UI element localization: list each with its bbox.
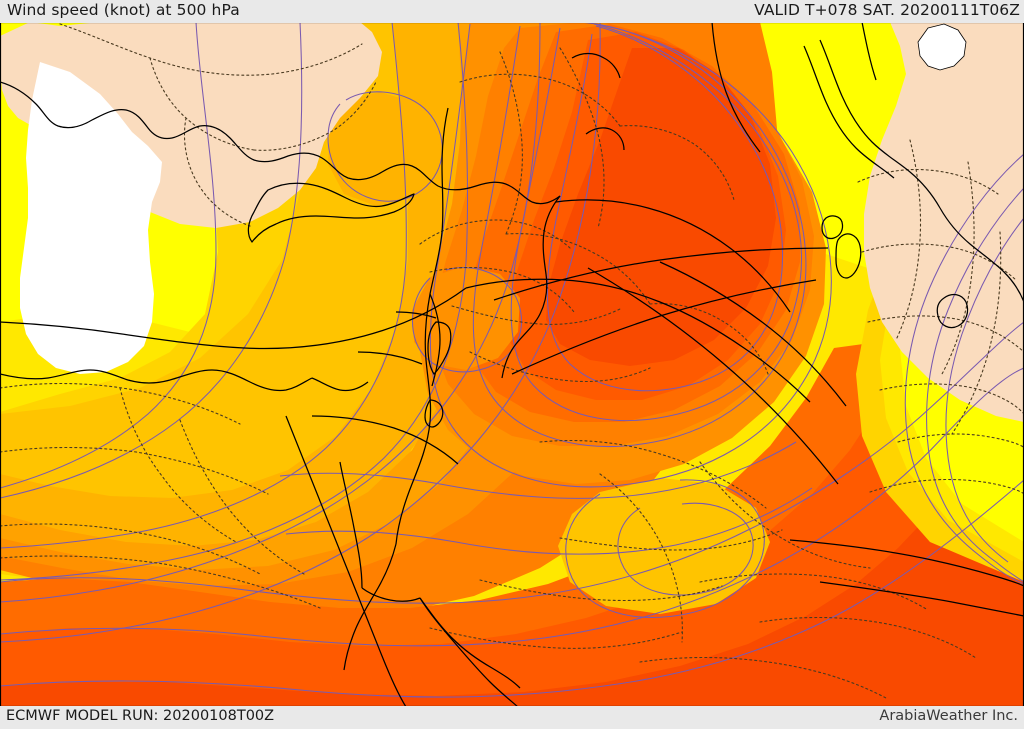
valid-time-label: VALID T+078 SAT. 20200111T06Z xyxy=(754,1,1020,19)
header-bar: Wind speed (knot) at 500 hPa VALID T+078… xyxy=(0,0,1024,23)
weather-map-canvas[interactable] xyxy=(0,22,1024,707)
model-run-label: ECMWF MODEL RUN: 20200108T00Z xyxy=(6,708,275,724)
water-bodies xyxy=(917,23,967,71)
provider-credit: ArabiaWeather Inc. xyxy=(879,708,1018,724)
no-data-region xyxy=(20,62,162,374)
footer-bar: ECMWF MODEL RUN: 20200108T00Z ArabiaWeat… xyxy=(0,706,1024,729)
wind-speed-contour-plot xyxy=(0,22,1024,707)
coastline-layer xyxy=(0,22,1024,707)
masked-land-layer xyxy=(0,22,1024,422)
page-title: Wind speed (knot) at 500 hPa xyxy=(7,1,240,19)
contour-line-layer xyxy=(0,22,1024,698)
